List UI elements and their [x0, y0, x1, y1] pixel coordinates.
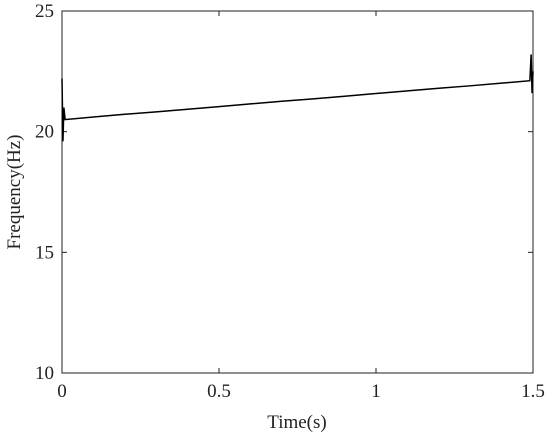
x-axis-label: Time(s): [267, 412, 326, 433]
x-tick-label: 0.5: [207, 381, 231, 402]
y-tick-label: 15: [35, 242, 54, 263]
y-tick-label: 20: [35, 122, 54, 143]
y-tick-label: 10: [35, 363, 54, 384]
x-tick-label: 1: [371, 381, 381, 402]
plot-frame: [61, 10, 534, 374]
y-tick-label: 25: [35, 1, 54, 22]
data-line: [61, 54, 534, 142]
x-tick-label: 0: [57, 381, 67, 402]
y-axis-label: Frequency(Hz): [4, 134, 25, 249]
x-tick-label: 1.5: [521, 381, 545, 402]
